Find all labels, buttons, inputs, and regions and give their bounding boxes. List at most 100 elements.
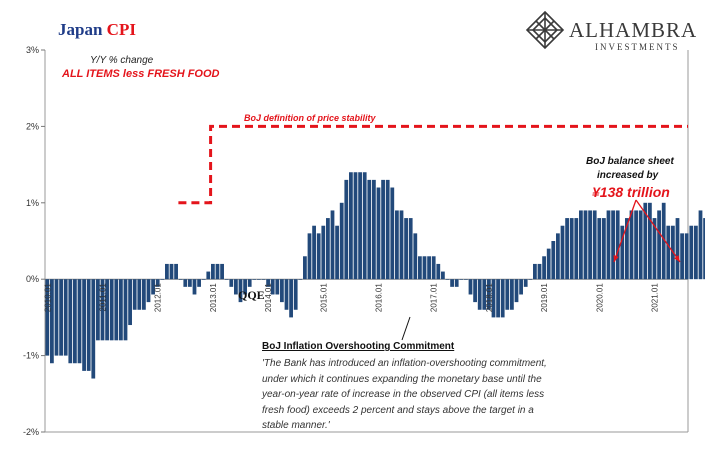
x-tick-label: 2019.01 [540,283,549,312]
cpi-bar [395,210,399,280]
cpi-bar [675,218,680,280]
cpi-bar [523,279,528,287]
cpi-bar [211,263,215,280]
annotation-arrow [613,199,637,263]
cpi-bar [353,172,358,280]
cpi-bar [238,279,243,303]
cpi-bar [500,279,505,318]
cpi-bar [201,279,206,280]
cpi-bar [54,279,59,356]
cpi-bar [362,172,367,280]
cpi-bar [376,187,381,280]
cpi-bar [91,279,96,379]
cpi-bar [234,279,238,295]
cpi-bar [537,263,542,280]
cpi-bar [427,256,431,280]
cpi-bar [680,233,684,280]
cpi-bar [399,210,404,280]
cpi-bar [275,279,280,295]
annotation-arrow [635,199,681,263]
annotation-arrowhead [674,255,680,262]
cpi-bar [372,179,376,280]
cpi-bar [698,210,703,280]
cpi-bar [560,225,565,280]
cpi-bar [284,279,289,310]
cpi-bar [551,241,556,280]
cpi-bar [307,233,312,280]
cpi-bar [588,210,592,280]
cpi-bar [128,279,132,326]
x-tick-label: 2014.01 [264,283,273,312]
cpi-bar [100,279,105,341]
cpi-bar [132,279,137,310]
cpi-bar [404,218,408,280]
cpi-bar [703,218,705,280]
cpi-bar [367,179,372,280]
cpi-bar [82,279,86,371]
cpi-bar [579,210,583,280]
cpi-bar [105,279,109,341]
cpi-bar [657,210,661,280]
qqe-label: QQE [238,288,265,302]
balance-sheet-amount: ¥138 trillion [592,184,670,200]
cpi-bar [247,279,252,287]
cpi-bar [344,179,349,280]
annotation-arrowhead [613,255,619,262]
cpi-bar [565,218,569,280]
cpi-bar [59,279,63,356]
cpi-bar [450,279,454,287]
cpi-bar [620,225,625,280]
cpi-bar [206,271,211,280]
cpi-bar [477,279,482,310]
cpi-bar [174,263,178,280]
cpi-bar [312,225,316,280]
cpi-bar [119,279,123,341]
cpi-bar [468,279,473,295]
cpi-bar [648,202,652,280]
cpi-bar [592,210,597,280]
cpi-bar [68,279,73,364]
cpi-bar [519,279,523,295]
cpi-bar [569,218,574,280]
cpi-bar [496,279,500,318]
cpi-bar [431,256,436,280]
cpi-bar [459,279,464,280]
logo-name: ALHAMBRA [569,18,698,42]
cpi-bar [441,271,445,280]
cpi-bar [349,172,353,280]
cpi-bar [151,279,155,295]
cpi-bar [215,263,220,280]
cpi-bar [510,279,514,310]
cpi-bar [615,210,620,280]
cpi-bar [634,210,638,280]
cpi-bar [257,279,261,280]
cpi-bar [188,279,192,287]
cpi-bar [178,279,183,280]
cpi-bar [123,279,128,341]
cpi-bar [303,256,307,280]
cpi-bar [514,279,519,303]
y-tick-label: 3% [26,45,39,55]
cpi-bar [408,218,413,280]
price-stability-line [178,124,688,205]
cpi-bar [50,279,54,364]
cpi-bar [694,225,698,280]
balance-sheet-label-1: BoJ balance sheet [586,156,674,167]
cpi-bar [266,279,270,287]
cpi-bar [602,218,606,280]
cpi-bar [155,279,160,287]
cpi-bar [638,210,643,280]
cpi-bar [165,263,169,280]
cpi-bar [96,279,100,341]
cpi-bar [270,279,275,295]
cpi-bar [316,233,321,280]
cpi-bar [611,210,615,280]
cpi-bar [109,279,114,341]
cpi-bar [606,210,611,280]
x-tick-label: 2017.01 [430,283,439,312]
cpi-bar [321,225,326,280]
cpi-bar [473,279,477,303]
cpi-bar [533,263,537,280]
balance-sheet-label-2: increased by [597,170,659,181]
